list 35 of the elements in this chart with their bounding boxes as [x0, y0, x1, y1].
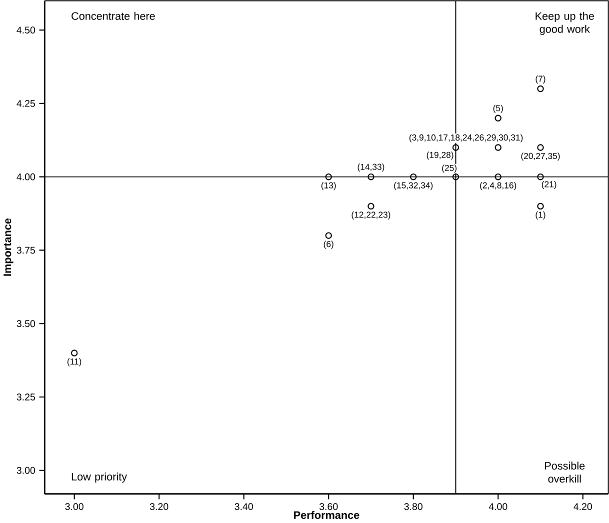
y-tick-label: 3.25 — [16, 394, 36, 401]
y-tick-label: 4.25 — [16, 100, 36, 108]
annotation: (3,9,10,17,18,24,26,29,30,31) — [409, 134, 523, 143]
annotation: Keep up the good work — [536, 12, 594, 36]
annotation: (14,33) — [358, 164, 384, 172]
x-tick-label: 3.80 — [404, 503, 422, 510]
x-axis-title: Performance — [294, 511, 360, 520]
x-tick-label: 4.00 — [488, 503, 508, 510]
annotation: Concentrate here — [72, 12, 155, 20]
annotation: Low priority — [72, 472, 128, 483]
annotation: Possible overkill — [545, 462, 585, 483]
annotation: (2,4,8,16) — [480, 182, 516, 190]
annotation: (5) — [493, 105, 503, 114]
y-axis-title: Importance — [4, 218, 14, 276]
annotation: (1) — [536, 212, 546, 220]
x-tick-label: 3.20 — [150, 503, 168, 510]
y-tick-label: 3.50 — [16, 320, 36, 328]
x-tick-label: 3.60 — [319, 503, 338, 510]
annotation: (7) — [536, 76, 546, 84]
y-tick-label: 3.75 — [16, 246, 36, 254]
y-tick-label: 4.50 — [16, 26, 36, 34]
annotation: (15,32,34) — [394, 182, 433, 190]
annotation: (13) — [321, 182, 336, 190]
annotation: (12,22,23) — [352, 212, 390, 220]
annotation: (6) — [324, 240, 334, 250]
annotation: (21) — [542, 181, 556, 190]
x-tick-label: 3.40 — [234, 503, 253, 510]
x-tick-label: 4.20 — [574, 503, 592, 510]
annotation: (11) — [67, 358, 82, 366]
y-tick-label: 3.00 — [16, 467, 36, 474]
annotation: (20,27,35) — [521, 152, 560, 161]
x-tick-label: 3.00 — [65, 503, 84, 510]
annotation: (19,28) — [426, 152, 454, 160]
annotation: (25) — [442, 164, 456, 173]
y-tick-label: 4.00 — [16, 174, 36, 181]
